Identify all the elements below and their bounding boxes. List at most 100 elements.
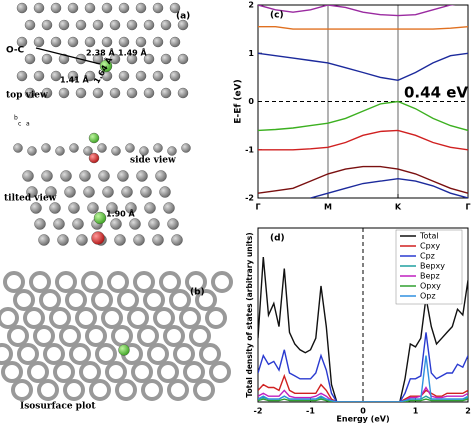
annotation: O-C <box>6 46 25 56</box>
atom <box>24 19 36 31</box>
atom <box>58 87 70 99</box>
atom <box>75 87 87 99</box>
series-line <box>258 52 468 82</box>
ring <box>183 361 205 383</box>
atom <box>135 36 147 48</box>
atom <box>152 234 164 246</box>
ring <box>143 289 165 311</box>
atom <box>177 87 189 99</box>
ring <box>53 361 75 383</box>
ring <box>107 271 129 293</box>
atom <box>129 218 141 230</box>
x-tick-label: M <box>324 203 332 212</box>
atom <box>102 186 114 198</box>
atom <box>41 53 53 65</box>
panel-label: (b) <box>190 288 205 298</box>
atom <box>58 53 70 65</box>
atom <box>135 70 147 82</box>
atom <box>69 143 79 153</box>
legend-label: Bepxy <box>420 262 445 271</box>
atom <box>126 19 138 31</box>
atom <box>177 19 189 31</box>
annotation: 1.49 Å <box>118 48 148 58</box>
atom <box>34 218 46 230</box>
series-line <box>310 177 468 198</box>
atom <box>169 70 181 82</box>
ring <box>179 307 201 329</box>
atom <box>143 53 155 65</box>
ring <box>117 289 139 311</box>
arrow <box>35 47 101 65</box>
ring <box>185 271 207 293</box>
atom <box>118 2 130 14</box>
series-line <box>258 355 468 402</box>
panel-label: (a) <box>176 12 190 22</box>
atom <box>16 70 28 82</box>
atom <box>60 170 72 182</box>
ring <box>33 325 55 347</box>
atom <box>169 2 181 14</box>
ring <box>131 361 153 383</box>
panel-label: (c) <box>270 11 284 21</box>
ring <box>49 307 71 329</box>
series-line <box>258 398 468 402</box>
atom <box>92 19 104 31</box>
atom <box>84 36 96 48</box>
ring <box>137 325 159 347</box>
ring <box>37 379 59 401</box>
atom <box>16 36 28 48</box>
annotation: 0.44 eV <box>404 84 468 102</box>
atom <box>13 143 23 153</box>
atom <box>68 202 80 214</box>
ring <box>7 325 29 347</box>
atom <box>87 202 99 214</box>
atom <box>26 186 38 198</box>
ring <box>193 379 215 401</box>
ring <box>0 343 13 365</box>
series-line <box>258 373 468 402</box>
legend-label: Cpz <box>420 252 435 261</box>
series-line <box>258 256 468 402</box>
atom <box>148 218 160 230</box>
ring <box>27 361 49 383</box>
legend-label: Opz <box>420 292 436 301</box>
ring <box>169 289 191 311</box>
legend-label: Total <box>419 232 439 241</box>
y-tick-label: -1 <box>245 145 254 154</box>
atom <box>136 170 148 182</box>
atom <box>57 234 69 246</box>
atom <box>109 53 121 65</box>
atom <box>93 211 107 225</box>
x-tick-label: -2 <box>254 407 263 416</box>
atom <box>50 36 62 48</box>
atom <box>155 170 167 182</box>
atom <box>160 19 172 31</box>
ring <box>211 271 233 293</box>
atom <box>101 2 113 14</box>
atom <box>126 53 138 65</box>
atom <box>125 202 137 214</box>
ring <box>199 343 221 365</box>
atom <box>84 70 96 82</box>
ring <box>141 379 163 401</box>
atom <box>88 132 100 144</box>
atom <box>83 146 93 156</box>
ring <box>159 271 181 293</box>
atom <box>92 87 104 99</box>
atom <box>143 87 155 99</box>
legend-label: Cpxy <box>420 242 440 251</box>
atom <box>41 170 53 182</box>
atom <box>45 186 57 198</box>
atom <box>97 143 107 153</box>
annotation: 2.38 Å <box>86 48 116 58</box>
series-line <box>258 332 468 402</box>
series-line <box>258 129 468 151</box>
ring <box>17 343 39 365</box>
atom <box>114 234 126 246</box>
annotation: tilted view <box>4 194 57 204</box>
atom <box>50 70 62 82</box>
atom <box>75 19 87 31</box>
atom <box>111 146 121 156</box>
atom <box>160 53 172 65</box>
atom <box>76 234 88 246</box>
